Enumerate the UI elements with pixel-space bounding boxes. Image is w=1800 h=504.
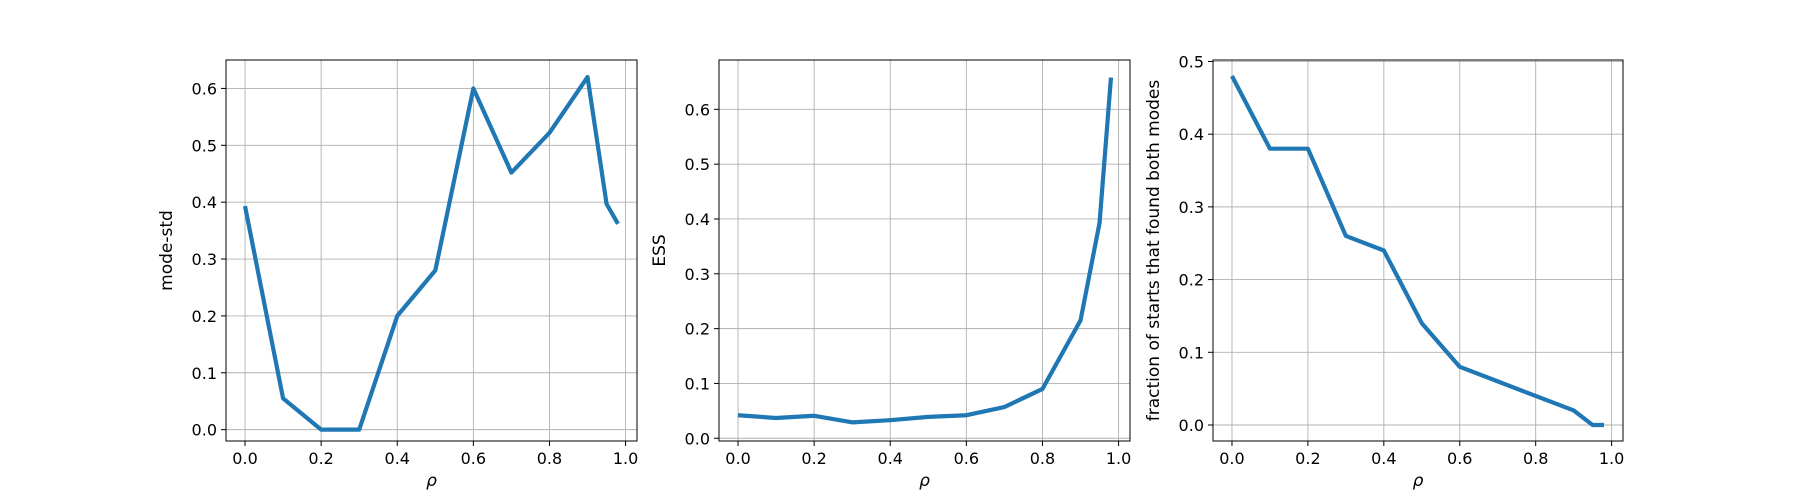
y-tick-label: 0.5 <box>192 136 217 155</box>
series-line <box>242 74 620 432</box>
x-tick-label: 0.0 <box>1219 449 1244 468</box>
x-tick-label: 0.0 <box>232 449 257 468</box>
chart-panel-1: 0.0 0.2 0.4 0.6 0.8 1.0 0.0 0.1 0.2 0.3 0.4 0.5 0.6 ρ… <box>157 59 638 491</box>
x-tick-label: 0.8 <box>1523 449 1548 468</box>
x-tick-label: 1.0 <box>1599 449 1624 468</box>
x-tick-label: 1.0 <box>613 449 638 468</box>
series-line <box>737 77 1114 425</box>
x-tick-label: 0.0 <box>725 449 750 468</box>
y-tick-label: 0.1 <box>685 374 710 393</box>
x-tick-label: 0.4 <box>1371 449 1396 468</box>
x-tick-label: 0.6 <box>1447 449 1472 468</box>
y-tick-label: 0.4 <box>685 210 710 229</box>
y-tick-label: 0.0 <box>192 421 217 440</box>
y-tick-label: 0.2 <box>685 320 710 339</box>
y-tick-label: 0.1 <box>1179 343 1204 362</box>
x-tick-label: 0.4 <box>878 449 903 468</box>
chart-panel-3: 0.0 0.2 0.4 0.6 0.8 1.0 0.0 0.1 0.2 0.3 0.4 0.5 ρ fra… <box>1144 52 1624 491</box>
x-tick-label: 0.8 <box>537 449 562 468</box>
y-tick-label: 0.4 <box>192 193 217 212</box>
x-axis-label: ρ <box>919 471 930 491</box>
y-tick-label: 0.0 <box>1179 416 1204 435</box>
y-tick-label: 0.1 <box>192 364 217 383</box>
x-axis-label: ρ <box>426 471 437 491</box>
x-tick-label: 0.6 <box>461 449 486 468</box>
y-tick-label: 0.2 <box>1179 271 1204 290</box>
y-tick-label: 0.6 <box>685 100 710 119</box>
x-tick-label: 0.2 <box>308 449 333 468</box>
x-tick-label: 0.2 <box>1295 449 1320 468</box>
y-tick-label: 0.5 <box>1179 52 1204 71</box>
axes-frame <box>225 59 638 442</box>
y-tick-label: 0.3 <box>1179 198 1204 217</box>
y-axis-label: mode-std <box>157 210 177 291</box>
x-axis-label: ρ <box>1413 471 1424 491</box>
x-tick-label: 0.4 <box>385 449 410 468</box>
y-tick-label: 0.0 <box>685 429 710 448</box>
y-tick-label: 0.3 <box>685 265 710 284</box>
y-tick-label: 0.5 <box>685 155 710 174</box>
x-tick-label: 0.8 <box>1030 449 1055 468</box>
y-tick-label: 0.3 <box>192 250 217 269</box>
y-axis-label: fraction of starts that found both modes <box>1144 80 1164 422</box>
axes-frame <box>718 59 1131 442</box>
y-tick-label: 0.4 <box>1179 125 1204 144</box>
x-tick-label: 0.2 <box>801 449 826 468</box>
chart-panel-2: 0.0 0.2 0.4 0.6 0.8 1.0 0.0 0.1 0.2 0.3 0.4 0.5 0.6 ρ… <box>650 59 1131 491</box>
y-tick-label: 0.6 <box>192 79 217 98</box>
y-axis-label: ESS <box>650 234 670 266</box>
x-tick-label: 1.0 <box>1106 449 1131 468</box>
y-tick-label: 0.2 <box>192 307 217 326</box>
axes-frame <box>1212 59 1624 442</box>
x-tick-label: 0.6 <box>954 449 979 468</box>
series-line <box>1230 75 1605 428</box>
